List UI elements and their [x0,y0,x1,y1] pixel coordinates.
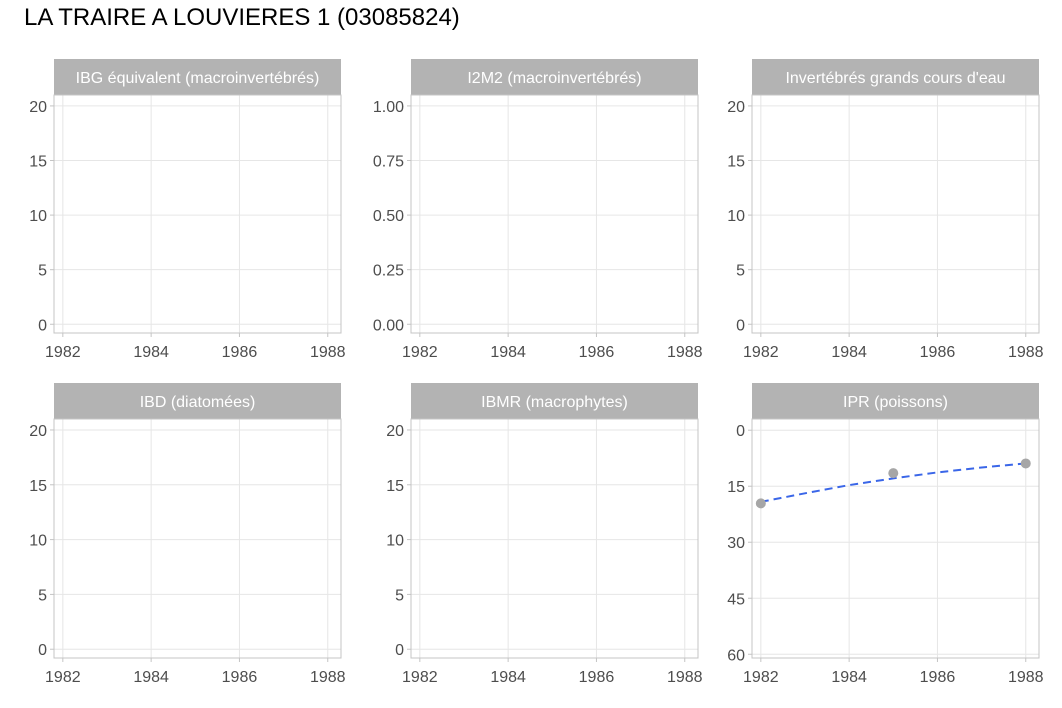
y-tick-label: 0 [395,642,404,659]
x-tick-label: 1988 [310,669,346,686]
y-tick-label: 0.50 [373,208,404,225]
y-tick-label: 5 [395,587,404,604]
x-tick-label: 1982 [402,344,438,361]
y-tick-label: 5 [736,263,745,280]
x-tick-label: 1984 [490,669,526,686]
data-point [1020,458,1031,469]
y-tick-label: 20 [386,423,404,440]
x-tick-label: 1984 [831,669,867,686]
y-tick-label: 10 [727,208,745,225]
y-tick-label: 45 [727,591,745,608]
x-tick-label: 1984 [133,669,169,686]
y-tick-label: 0 [736,317,745,334]
y-tick-label: 0.25 [373,263,404,280]
x-tick-label: 1984 [490,344,526,361]
x-tick-label: 1986 [920,669,956,686]
data-point [755,498,766,509]
facet-title: Invertébrés grands cours d'eau [785,70,1005,87]
facet-strip [411,383,698,419]
y-tick-label: 5 [38,263,47,280]
facet-panel: Invertébrés grands cours d'eau 0 5 10 15 20 19… [727,59,1044,361]
x-tick-label: 1988 [310,344,346,361]
y-tick-label: 20 [29,423,47,440]
x-tick-label: 1986 [579,344,615,361]
x-tick-label: 1986 [222,669,258,686]
y-tick-label: 30 [727,535,745,552]
facet-panel: IBG équivalent (macroinvertébrés) 0 5 10 15 2… [29,59,346,361]
facet-strip [54,383,341,419]
facet-title: IBMR (macrophytes) [481,394,628,411]
y-tick-label: 15 [727,154,745,171]
facet-title: IBD (diatomées) [140,394,256,411]
trend-line [760,462,1026,503]
y-tick-label: 20 [29,99,47,116]
x-tick-label: 1982 [743,669,779,686]
x-tick-label: 1984 [133,344,169,361]
y-tick-label: 10 [386,533,404,550]
y-tick-label: 10 [29,533,47,550]
x-tick-label: 1988 [1008,344,1044,361]
x-tick-label: 1982 [45,669,81,686]
x-tick-label: 1982 [743,344,779,361]
x-tick-label: 1982 [45,344,81,361]
facet-strip [752,59,1039,95]
y-tick-label: 0 [38,642,47,659]
y-tick-label: 10 [29,208,47,225]
y-tick-label: 15 [29,154,47,171]
x-tick-label: 1984 [831,344,867,361]
y-tick-label: 15 [29,478,47,495]
panel-border [53,94,342,334]
x-tick-label: 1986 [920,344,956,361]
y-tick-label: 5 [38,587,47,604]
y-tick-label: 20 [727,99,745,116]
facet-title: IBG équivalent (macroinvertébrés) [76,70,320,87]
facet-panel: IBD (diatomées) 0 5 10 15 20 1982 1984 1986 1988 [29,383,346,686]
facet-strip [411,59,698,95]
facet-panel: IPR (poissons) 0 15 30 45 60 1982 1984 1986 1988 [727,383,1044,686]
y-tick-label: 15 [727,479,745,496]
y-tick-label: 1.00 [373,99,404,116]
panel-border [410,94,699,334]
x-tick-label: 1988 [667,669,703,686]
x-tick-label: 1988 [667,344,703,361]
facet-title: IPR (poissons) [843,394,948,411]
facet-panel: I2M2 (macroinvertébrés) 0.00 0.25 0.50 0.75 1… [373,59,703,361]
y-tick-label: 0.00 [373,317,404,334]
facet-strip [752,383,1039,419]
facet-panel: IBMR (macrophytes) 0 5 10 15 20 1982 1984 1986 19… [386,383,703,686]
facet-title: I2M2 (macroinvertébrés) [467,70,641,87]
panel-border [751,418,1040,659]
x-tick-label: 1986 [222,344,258,361]
data-point [888,468,899,479]
panel-border [410,418,699,659]
x-tick-label: 1988 [1008,669,1044,686]
y-tick-label: 0 [38,317,47,334]
panel-border [53,418,342,659]
y-tick-label: 0 [736,423,745,440]
page-title: LA TRAIRE A LOUVIERES 1 (03085824) [24,4,460,31]
panel-border [751,94,1040,334]
y-tick-label: 0.75 [373,154,404,171]
x-tick-label: 1986 [579,669,615,686]
y-tick-label: 60 [727,647,745,664]
facet-strip [54,59,341,95]
y-tick-label: 15 [386,478,404,495]
x-tick-label: 1982 [402,669,438,686]
